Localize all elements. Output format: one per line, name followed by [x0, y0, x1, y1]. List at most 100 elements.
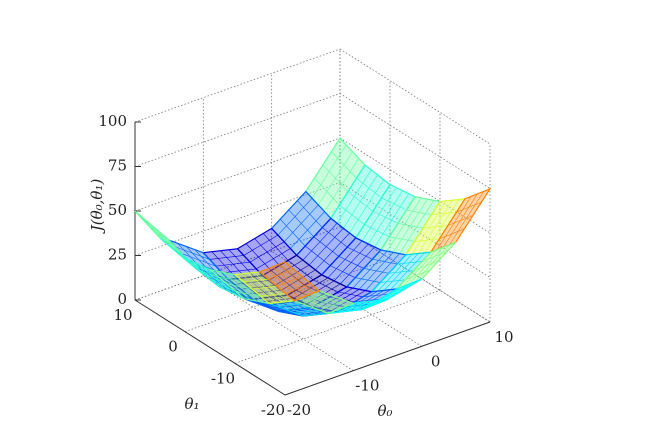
- y-tick-label: -10: [211, 369, 235, 387]
- mesh-line: [418, 200, 453, 254]
- mesh-line: [372, 258, 398, 265]
- mesh-line: [269, 307, 295, 314]
- mesh-line: [260, 293, 286, 297]
- mesh-line: [194, 249, 221, 277]
- mesh-line: [334, 306, 369, 312]
- grid-line: [134, 93, 341, 167]
- z-tick-label: 50: [108, 201, 127, 219]
- mesh-line: [306, 295, 341, 309]
- mesh-line: [322, 227, 348, 248]
- mesh-line: [259, 297, 294, 303]
- mesh-line: [275, 302, 310, 316]
- mesh-line: [191, 260, 226, 290]
- y-axis-label: θ₁: [184, 395, 199, 413]
- mesh-line: [383, 253, 419, 291]
- z-tick-label: 25: [108, 246, 127, 264]
- mesh-line: [277, 197, 313, 236]
- mesh-line: [393, 198, 428, 253]
- mesh-line: [343, 290, 379, 312]
- mesh-line: [308, 227, 344, 266]
- y-tick-label: 0: [168, 338, 178, 356]
- mesh-line: [311, 144, 347, 199]
- mesh-line: [338, 291, 364, 298]
- mesh-line: [374, 283, 410, 305]
- mesh-line: [300, 298, 335, 312]
- mesh-line: [368, 190, 403, 245]
- grid-line: [134, 137, 341, 212]
- mesh-line: [406, 209, 432, 216]
- mesh-line: [249, 241, 285, 263]
- x-tick-label: -20: [287, 401, 311, 419]
- mesh-line: [262, 233, 289, 261]
- mesh-line: [256, 300, 291, 314]
- mesh-line: [215, 261, 251, 267]
- mesh-line: [319, 299, 345, 311]
- mesh-line: [397, 261, 423, 265]
- mesh-line: [266, 269, 301, 299]
- z-axis-label: J(θ₀,θ₁): [88, 179, 106, 235]
- mesh-line: [147, 224, 182, 254]
- mesh-line: [443, 193, 478, 248]
- mesh-line: [197, 263, 232, 293]
- mesh-line: [216, 270, 251, 301]
- mesh-line: [281, 301, 316, 315]
- mesh-line: [209, 255, 244, 260]
- mesh-line: [247, 272, 282, 303]
- mesh-line: [411, 200, 447, 255]
- z-tick-label: 100: [98, 112, 127, 130]
- mesh-line: [219, 276, 245, 297]
- mesh-line: [293, 277, 329, 299]
- mesh-line: [318, 151, 353, 206]
- mesh-line: [408, 246, 444, 285]
- mesh-line: [343, 174, 378, 229]
- mesh-line: [312, 279, 339, 293]
- y-axis: [134, 299, 286, 396]
- mesh-line: [363, 293, 389, 298]
- mesh-line: [331, 151, 357, 179]
- mesh-line: [294, 309, 320, 314]
- mesh-line: [241, 273, 276, 304]
- z-tick-label: 75: [108, 157, 127, 175]
- mesh-line: [356, 178, 382, 199]
- mesh-line: [302, 223, 338, 261]
- mesh-line: [361, 187, 397, 242]
- mesh-line: [352, 250, 388, 289]
- mesh-line: [250, 299, 285, 313]
- mesh-line: [353, 300, 380, 311]
- grid-line: [339, 137, 491, 234]
- mesh-line: [336, 169, 372, 224]
- mesh-line: [175, 246, 210, 260]
- mesh-line: [381, 197, 407, 211]
- mesh-line: [141, 217, 176, 248]
- mesh-line: [283, 204, 319, 243]
- mesh-line: [287, 260, 314, 281]
- x-tick-label: -10: [355, 377, 379, 395]
- mesh-line: [436, 196, 472, 250]
- mesh-line: [278, 295, 305, 309]
- grid-line: [234, 289, 441, 364]
- mesh-line: [377, 253, 413, 292]
- mesh-line: [402, 249, 438, 287]
- mesh-line: [285, 283, 311, 294]
- mesh-line: [318, 287, 354, 309]
- grid-line: [339, 93, 491, 189]
- mesh-line: [228, 249, 255, 277]
- mesh-line: [166, 242, 201, 273]
- x-tick-label: 10: [494, 328, 513, 346]
- mesh-line: [333, 243, 369, 282]
- mesh-line: [456, 201, 482, 213]
- mesh-line: [358, 252, 394, 290]
- mesh-line: [340, 304, 376, 309]
- mesh-line: [422, 251, 448, 262]
- mesh-line: [368, 286, 404, 308]
- y-tick-label: 10: [113, 306, 132, 324]
- mesh-line: [386, 197, 422, 252]
- mesh-line: [388, 283, 414, 295]
- mesh-line: [235, 291, 261, 297]
- mesh-line: [253, 276, 280, 297]
- mesh-line: [243, 234, 279, 256]
- mesh-line: [181, 253, 216, 267]
- grid-line: [339, 48, 491, 145]
- mesh-line: [274, 264, 310, 286]
